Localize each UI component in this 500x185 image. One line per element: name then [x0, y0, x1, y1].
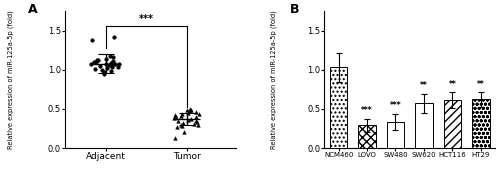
- Point: [96, 64, 104, 67]
- Point: [92, 60, 100, 63]
- Point: [194, 121, 202, 124]
- Point: [93, 59, 101, 62]
- Point: [192, 119, 200, 122]
- Point: [190, 122, 198, 125]
- Point: [192, 110, 200, 113]
- Y-axis label: Relative expression of miR-125a-5p (fold): Relative expression of miR-125a-5p (fold…: [8, 10, 14, 149]
- Point: [177, 123, 185, 126]
- Point: [98, 68, 106, 71]
- Point: [184, 118, 192, 121]
- Text: B: B: [290, 3, 300, 16]
- Point: [178, 122, 186, 125]
- Point: [108, 64, 116, 67]
- Bar: [472, 100, 490, 148]
- Point: [110, 36, 118, 38]
- Point: [186, 110, 194, 113]
- Point: [188, 109, 196, 112]
- Point: [184, 108, 192, 111]
- Y-axis label: Relative expression of miR-125a-5p (fold): Relative expression of miR-125a-5p (fold…: [270, 10, 276, 149]
- Point: [178, 113, 186, 116]
- Point: [107, 61, 115, 64]
- Point: [111, 63, 119, 66]
- Point: [172, 115, 179, 118]
- Point: [102, 63, 110, 66]
- Text: **: **: [477, 80, 484, 89]
- Point: [192, 116, 200, 119]
- Point: [100, 71, 108, 74]
- Point: [91, 68, 99, 70]
- Point: [184, 111, 192, 114]
- Text: ***: ***: [390, 101, 402, 110]
- Point: [171, 114, 179, 117]
- Point: [100, 72, 108, 75]
- Bar: [386, 122, 404, 148]
- Point: [195, 112, 203, 115]
- Bar: [444, 100, 461, 148]
- Point: [108, 66, 116, 69]
- Point: [114, 65, 122, 68]
- Point: [103, 67, 111, 70]
- Point: [173, 125, 181, 128]
- Point: [94, 58, 102, 61]
- Text: ***: ***: [361, 106, 373, 115]
- Point: [102, 57, 110, 60]
- Point: [106, 69, 114, 72]
- Bar: [415, 103, 432, 148]
- Bar: [330, 67, 347, 148]
- Point: [171, 136, 179, 139]
- Point: [174, 120, 182, 123]
- Point: [106, 54, 114, 57]
- Point: [194, 124, 202, 127]
- Point: [115, 62, 123, 65]
- Point: [109, 56, 117, 59]
- Point: [87, 62, 95, 65]
- Point: [186, 107, 194, 110]
- Point: [88, 38, 96, 41]
- Point: [177, 115, 185, 117]
- Point: [178, 125, 186, 128]
- Point: [90, 60, 98, 63]
- Text: **: **: [448, 80, 456, 89]
- Bar: [358, 125, 376, 148]
- Point: [105, 64, 113, 67]
- Point: [180, 131, 188, 134]
- Point: [186, 118, 194, 121]
- Text: ***: ***: [139, 14, 154, 24]
- Text: A: A: [28, 3, 37, 16]
- Text: **: **: [420, 81, 428, 90]
- Point: [109, 60, 117, 63]
- Point: [170, 117, 177, 120]
